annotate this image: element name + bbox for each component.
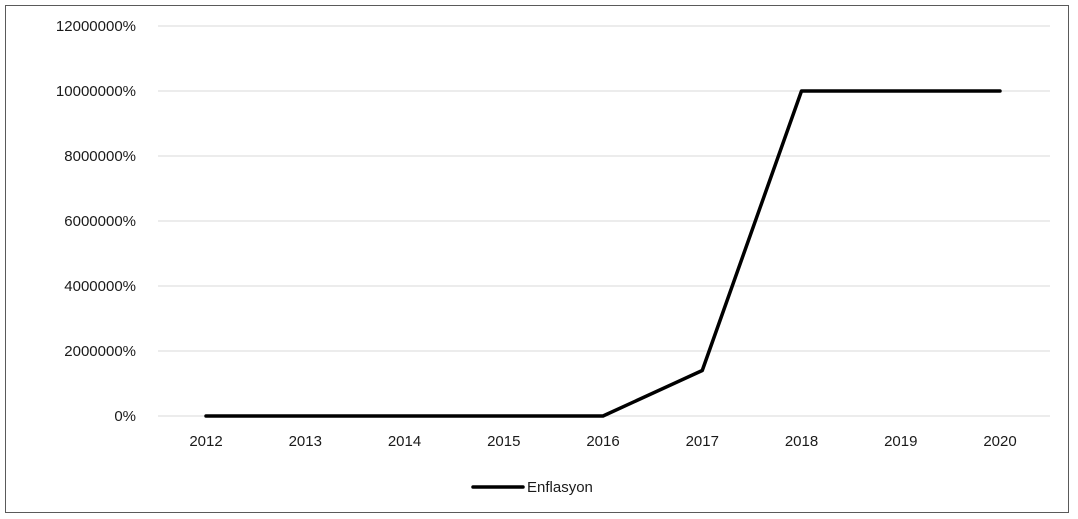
gridlines [158, 25, 1050, 417]
y-tick-label: 4000000% [64, 278, 136, 295]
x-tick-label: 2014 [388, 433, 421, 450]
x-tick-label: 2019 [884, 433, 917, 450]
y-tick-label: 12000000% [56, 18, 136, 35]
x-tick-label: 2020 [983, 433, 1016, 450]
legend: Enflasyon [471, 479, 593, 496]
x-tick-label: 2013 [289, 433, 322, 450]
y-tick-label: 6000000% [64, 213, 136, 230]
y-tick-label: 10000000% [56, 83, 136, 100]
x-tick-label: 2018 [785, 433, 818, 450]
x-tick-label: 2012 [189, 433, 222, 450]
x-tick-label: 2017 [686, 433, 719, 450]
y-tick-label: 0% [114, 408, 136, 425]
x-axis-ticks: 2012 2013 2014 2015 2016 2017 2018 2019 2020 [189, 433, 1016, 450]
y-tick-label: 2000000% [64, 343, 136, 360]
series-line [204, 89, 1002, 418]
series-lines [204, 89, 1002, 418]
x-tick-label: 2015 [487, 433, 520, 450]
y-tick-label: 8000000% [64, 148, 136, 165]
y-axis-ticks: 0% 2000000% 4000000% 6000000% 8000000% 100000… [56, 18, 136, 425]
legend-label-enflasyon: Enflasyon [527, 479, 593, 496]
x-tick-label: 2016 [586, 433, 619, 450]
